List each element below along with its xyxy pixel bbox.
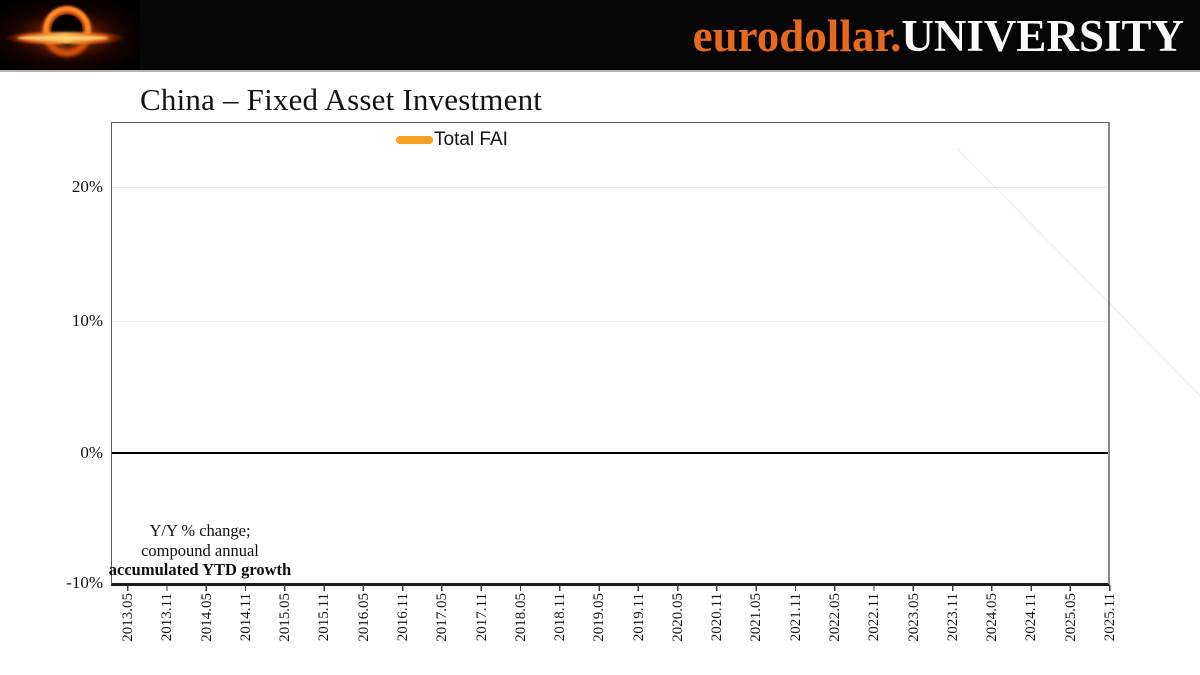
- annotation-line-3: accumulated YTD growth: [108, 560, 292, 579]
- zero-line: [112, 452, 1108, 454]
- x-tick-label: 2013.05: [120, 593, 136, 642]
- x-tick-label: 2017.11: [473, 593, 490, 642]
- x-tick-label: 2016.05: [355, 593, 372, 642]
- x-tick-label: 2022.05: [827, 593, 844, 642]
- x-tick-label: 2023.05: [905, 593, 922, 642]
- chart-legend: Total FAI: [396, 128, 508, 152]
- x-tick-label: 2024.11: [1023, 593, 1040, 642]
- x-tick-label: 2020.05: [669, 593, 686, 642]
- gridline-10pct: [112, 321, 1108, 322]
- x-tick-label: 2019.05: [591, 593, 608, 642]
- x-tick-label: 2016.11: [394, 593, 411, 642]
- black-hole-logo-icon: [0, 0, 140, 70]
- x-tick-label: 2015.11: [316, 593, 333, 642]
- annotation-line-2: compound annual: [141, 540, 259, 560]
- x-tick-label: 2013.11: [159, 593, 176, 642]
- x-tick-label: 2025.05: [1062, 593, 1079, 642]
- x-tick-label: 2020.11: [709, 593, 726, 642]
- x-axis-tick-marks: [127, 585, 1112, 591]
- brand-wordmark: eurodollar.UNIVERSITY: [693, 0, 1184, 70]
- y-tick-label: 10%: [71, 311, 103, 330]
- x-tick-label: 2022.11: [866, 593, 883, 642]
- x-tick-label: 2025.11: [1102, 593, 1118, 642]
- legend-line-swatch: [396, 136, 433, 144]
- chart-annotation: Y/Y % change; compound annual accumulate…: [108, 521, 292, 580]
- y-tick-label: 0%: [80, 443, 103, 462]
- x-tick-label: 2018.05: [512, 593, 529, 642]
- y-tick-label: -10%: [66, 573, 103, 592]
- x-tick-label: 2024.05: [984, 593, 1001, 642]
- brand-eurodollar: eurodollar.: [692, 11, 902, 61]
- header-banner: eurodollar.UNIVERSITY: [0, 0, 1200, 72]
- chart-title: China – Fixed Asset Investment: [140, 82, 543, 117]
- x-tick-label: 2018.11: [552, 593, 569, 642]
- x-tick-label: 2017.05: [434, 593, 451, 642]
- x-tick-label: 2021.11: [787, 593, 804, 642]
- y-tick-label: 20%: [71, 177, 103, 196]
- x-tick-label: 2023.11: [944, 593, 961, 642]
- x-tick-label: 2014.05: [198, 593, 215, 642]
- x-tick-label: 2021.05: [748, 593, 765, 642]
- brand-university: UNIVERSITY: [901, 11, 1184, 61]
- x-tick-label: 2015.05: [277, 593, 294, 642]
- x-tick-label: 2019.11: [630, 593, 647, 642]
- gridline-20pct: [112, 187, 1108, 188]
- x-tick-label: 2014.11: [237, 593, 254, 642]
- plot-area: [111, 122, 1110, 586]
- annotation-line-1: Y/Y % change;: [149, 521, 251, 540]
- legend-label: Total FAI: [434, 129, 508, 150]
